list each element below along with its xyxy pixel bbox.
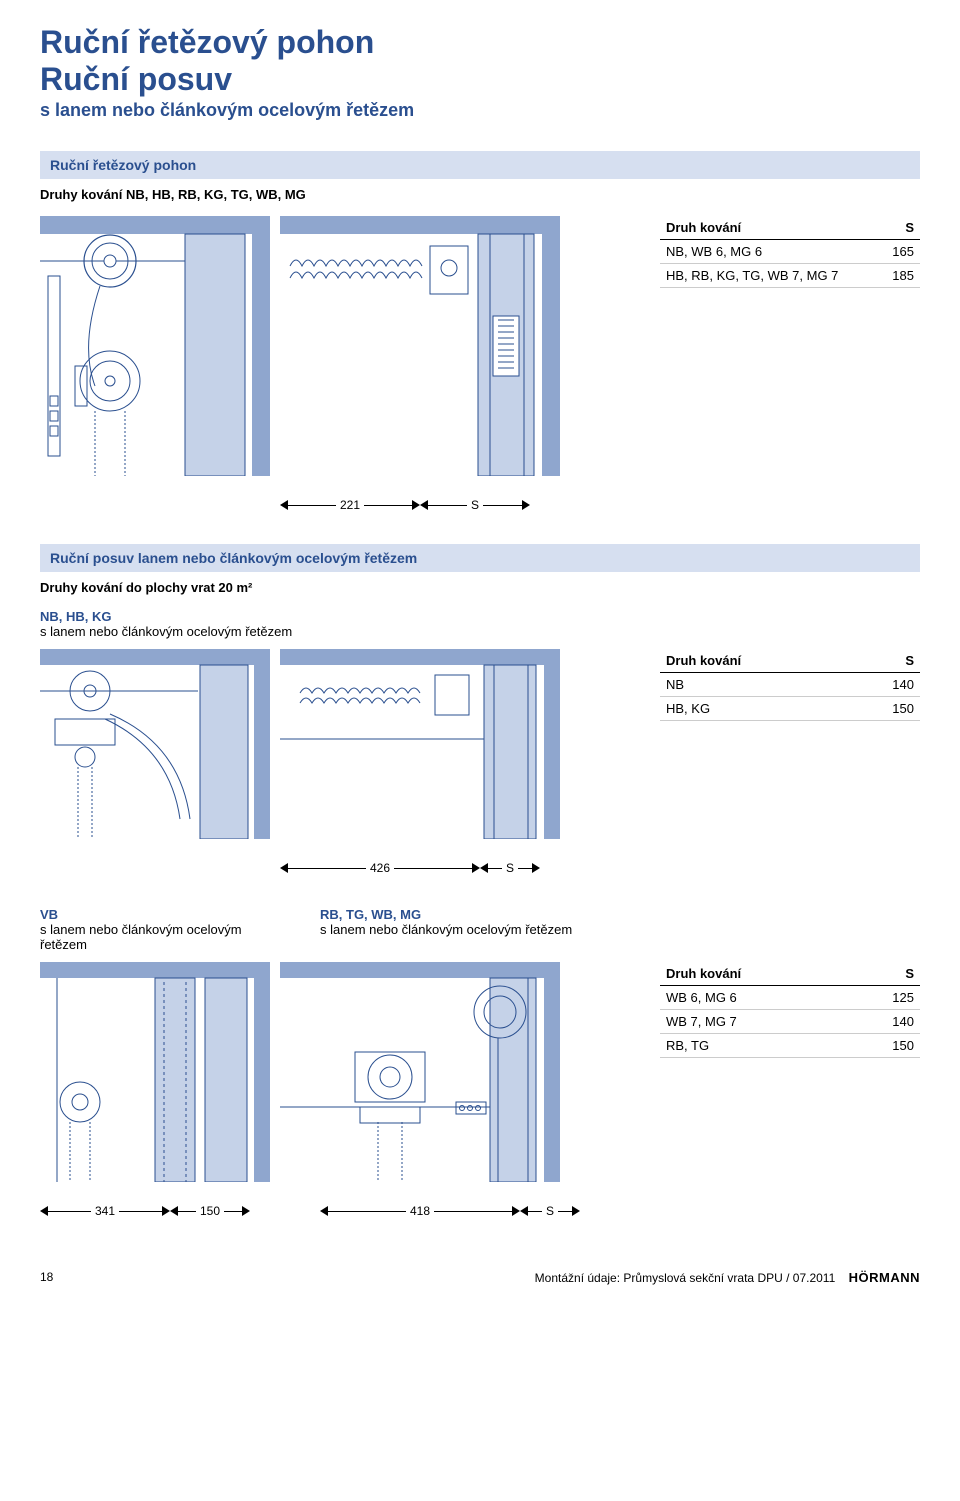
table-row: NB140 — [660, 672, 920, 696]
variant-vb-desc: s lanem nebo článkovým ocelovým řetězem — [40, 922, 280, 952]
variant-rbtg-label: RB, TG, WB, MG — [320, 907, 572, 922]
page-footer: 18 Montážní údaje: Průmyslová sekční vra… — [0, 1270, 960, 1301]
table-header: S — [865, 216, 920, 240]
dim-s: S — [420, 496, 530, 514]
table-header: Druh kování — [660, 649, 865, 673]
dim-341: 341 — [40, 1202, 170, 1220]
nbhbkg-side-diagram — [40, 649, 270, 839]
title-subtitle: s lanem nebo článkovým ocelovým řetězem — [40, 100, 920, 121]
variant-nbhbkg-fig-right — [280, 649, 570, 839]
page-number: 18 — [40, 1270, 53, 1284]
table-row: NB, WB 6, MG 6 165 — [660, 239, 920, 263]
table-row: HB, KG150 — [660, 696, 920, 720]
title-line1: Ruční řetězový pohon — [40, 24, 920, 61]
variant-rbtg-fig — [280, 962, 570, 1182]
table-header: Druh kování — [660, 216, 865, 240]
chain-drive-side-diagram — [40, 216, 270, 476]
variant-desc: s lanem nebo článkovým ocelovým řetězem — [40, 624, 920, 639]
dim-150: 150 — [170, 1202, 250, 1220]
chain-drive-front-diagram — [280, 216, 560, 476]
section2-subhead: Druhy kování do plochy vrat 20 m² — [40, 580, 920, 595]
footer-doc: Montážní údaje: Průmyslová sekční vrata … — [535, 1271, 836, 1285]
table-row: WB 6, MG 6125 — [660, 985, 920, 1009]
variant-nbhbkg-fig-left — [40, 649, 280, 839]
table-header: S — [865, 649, 920, 673]
variant-vb-fig — [40, 962, 280, 1182]
section1-row: Druh kování S NB, WB 6, MG 6 165 HB, RB,… — [40, 216, 920, 476]
variant-nbhbkg-dims: 426 S — [40, 859, 920, 877]
variant-vb-label: VB — [40, 907, 280, 922]
section2-header: Ruční posuv lanem nebo článkovým ocelový… — [40, 544, 920, 572]
variant-nbhbkg: NB, HB, KG s lanem nebo článkovým ocelov… — [40, 609, 920, 877]
dim-s: S — [480, 859, 540, 877]
page: Ruční řetězový pohon Ruční posuv s lanem… — [0, 0, 960, 1270]
variant-rbtg-desc: s lanem nebo článkovým ocelovým řetězem — [320, 922, 572, 937]
table-row: WB 7, MG 7140 — [660, 1009, 920, 1033]
section1-table: Druh kování S NB, WB 6, MG 6 165 HB, RB,… — [660, 216, 920, 288]
rbtg-diagram — [280, 962, 560, 1182]
variant-rbtg-table: Druh kování S WB 6, MG 6125 WB 7, MG 714… — [660, 962, 920, 1058]
table-header: S — [865, 962, 920, 986]
title-line2: Ruční posuv — [40, 61, 920, 98]
footer-brand: HÖRMANN — [849, 1270, 920, 1285]
dim-s: S — [520, 1202, 580, 1220]
table-row: RB, TG150 — [660, 1033, 920, 1057]
section1-figure-right — [280, 216, 570, 476]
section1-dims: 221 S — [40, 496, 920, 514]
section1-figure-left — [40, 216, 280, 476]
section1-table-col: Druh kování S NB, WB 6, MG 6 165 HB, RB,… — [570, 216, 920, 288]
dim-418: 418 — [320, 1202, 520, 1220]
bottom-dims: 341 150 418 S — [40, 1202, 920, 1220]
section1-header: Ruční řetězový pohon — [40, 151, 920, 179]
nbhbkg-front-diagram — [280, 649, 560, 839]
section1-subhead: Druhy kování NB, HB, RB, KG, TG, WB, MG — [40, 187, 920, 202]
dim-221: 221 — [280, 496, 420, 514]
variant-label: NB, HB, KG — [40, 609, 920, 624]
variant-nbhbkg-table: Druh kování S NB140 HB, KG150 — [660, 649, 920, 721]
table-header: Druh kování — [660, 962, 865, 986]
table-row: HB, RB, KG, TG, WB 7, MG 7 185 — [660, 263, 920, 287]
dim-426: 426 — [280, 859, 480, 877]
vb-diagram — [40, 962, 270, 1182]
